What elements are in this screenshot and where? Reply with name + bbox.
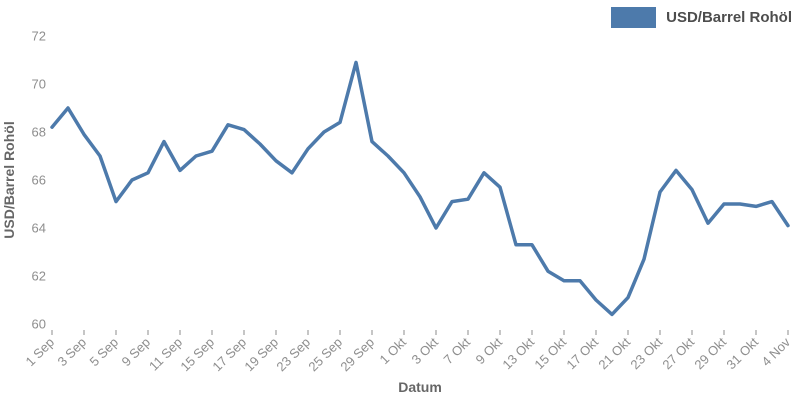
x-tick-label: 7 Okt xyxy=(441,334,474,367)
x-tick-label: 29 Sep xyxy=(337,335,377,375)
x-tick-label: 5 Sep xyxy=(86,335,121,370)
x-tick-label: 15 Okt xyxy=(531,334,569,372)
x-tick-label: 4 Nov xyxy=(758,334,793,369)
y-tick-label: 72 xyxy=(32,29,46,44)
series-line[interactable] xyxy=(50,60,790,317)
legend-label: USD/Barrel Rohöl xyxy=(666,9,792,26)
x-tick-label: 25 Sep xyxy=(305,335,345,375)
x-tick-label: 3 Okt xyxy=(409,334,442,367)
x-tick-label: 15 Sep xyxy=(177,335,217,375)
x-tick-label: 3 Sep xyxy=(54,335,89,370)
x-tick-label: 17 Okt xyxy=(563,334,601,372)
y-axis-title: USD/Barrel Rohöl xyxy=(1,121,17,238)
x-tick-label: 11 Sep xyxy=(146,335,185,374)
x-tick-label: 19 Sep xyxy=(241,335,281,375)
x-tick-label: 23 Okt xyxy=(627,334,665,372)
x-tick-label: 1 Sep xyxy=(22,335,57,370)
x-tick-label: 29 Okt xyxy=(691,334,729,372)
x-tick-label: 17 Sep xyxy=(209,335,249,375)
x-tick-label: 23 Sep xyxy=(273,335,313,375)
y-tick-label: 70 xyxy=(32,77,46,92)
x-tick-label: 13 Okt xyxy=(499,334,537,372)
x-tick-label: 31 Okt xyxy=(723,334,761,372)
y-tick-label: 62 xyxy=(32,269,46,284)
y-tick-label: 68 xyxy=(32,125,46,140)
x-tick-label: 21 Okt xyxy=(595,334,633,372)
y-tick-label: 66 xyxy=(32,173,46,188)
x-axis-title: Datum xyxy=(398,379,442,395)
x-tick-label: 1 Okt xyxy=(377,334,410,367)
x-tick-label: 27 Okt xyxy=(659,334,697,372)
legend-swatch xyxy=(611,7,657,28)
y-tick-label: 60 xyxy=(32,317,46,332)
legend[interactable]: USD/Barrel Rohöl xyxy=(611,7,792,28)
y-tick-label: 64 xyxy=(32,221,46,236)
